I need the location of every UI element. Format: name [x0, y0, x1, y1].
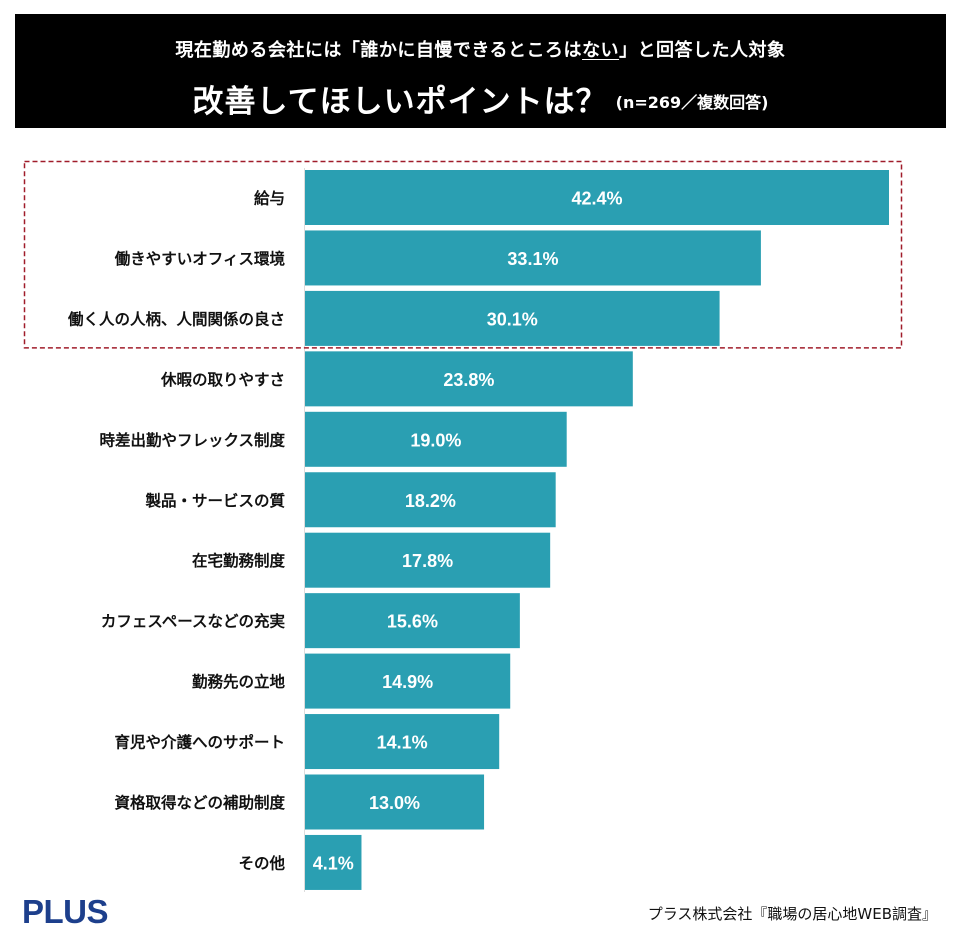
category-label-11: その他: [238, 853, 285, 872]
value-label-9: 14.1%: [377, 733, 428, 753]
category-label-4: 時差出勤やフレックス制度: [99, 430, 285, 449]
category-label-3: 休暇の取りやすさ: [160, 370, 285, 389]
value-label-7: 15.6%: [387, 612, 438, 632]
plus-logo: PLUS: [22, 893, 109, 930]
bar-5: [305, 472, 556, 528]
category-label-0: 給与: [254, 189, 285, 208]
value-label-5: 18.2%: [405, 491, 456, 511]
bar-6: [305, 532, 551, 588]
bar-0: [305, 170, 889, 225]
value-label-0: 42.4%: [571, 189, 622, 209]
value-label-10: 13.0%: [369, 793, 420, 813]
chart-subtitle: 現在勤める会社には「誰かに自慢できるところはない」と回答した人対象: [15, 36, 946, 62]
subtitle-underlined-text: ない: [582, 40, 620, 61]
bar-10: [305, 774, 485, 830]
category-label-2: 働く人の人柄、人間関係の良さ: [67, 309, 285, 328]
bar-9: [305, 714, 500, 770]
chart-header: 現在勤める会社には「誰かに自慢できるところはない」と回答した人対象 改善してほし…: [15, 14, 946, 128]
category-label-6: 在宅勤務制度: [192, 551, 286, 570]
value-label-6: 17.8%: [402, 551, 453, 571]
category-label-10: 資格取得などの補助制度: [114, 793, 285, 812]
bar-7: [305, 593, 520, 649]
category-label-9: 育児や介護へのサポート: [114, 733, 285, 752]
chart-title-line: 改善してほしいポイントは？ (n=269／複数回答): [15, 76, 946, 121]
value-label-2: 30.1%: [487, 309, 538, 329]
category-label-5: 製品・サービスの質: [144, 491, 285, 510]
bar-1: [305, 230, 761, 286]
subtitle-text-post: 」と回答した人対象: [619, 40, 786, 61]
value-label-8: 14.9%: [382, 672, 433, 692]
bar-4: [305, 411, 567, 467]
chart-title: 改善してほしいポイントは？: [192, 84, 608, 120]
bar-3: [305, 351, 633, 407]
sample-size-note: (n=269／複数回答): [615, 93, 769, 112]
value-label-4: 19.0%: [410, 430, 461, 450]
value-label-11: 4.1%: [313, 853, 354, 873]
category-label-7: カフェスペースなどの充実: [101, 612, 286, 631]
bar-8: [305, 653, 511, 709]
value-label-3: 23.8%: [443, 370, 494, 390]
category-label-8: 勤務先の立地: [192, 672, 286, 691]
bar-11: [305, 834, 362, 890]
category-label-1: 働きやすいオフィス環境: [114, 249, 286, 268]
highlight-box: [23, 160, 903, 349]
source-credit: プラス株式会社『職場の居心地WEB調査』: [647, 905, 937, 923]
bar-2: [305, 290, 720, 346]
subtitle-text-pre: 現在勤める会社には「誰かに自慢できるところは: [175, 40, 583, 61]
value-label-1: 33.1%: [507, 249, 558, 269]
